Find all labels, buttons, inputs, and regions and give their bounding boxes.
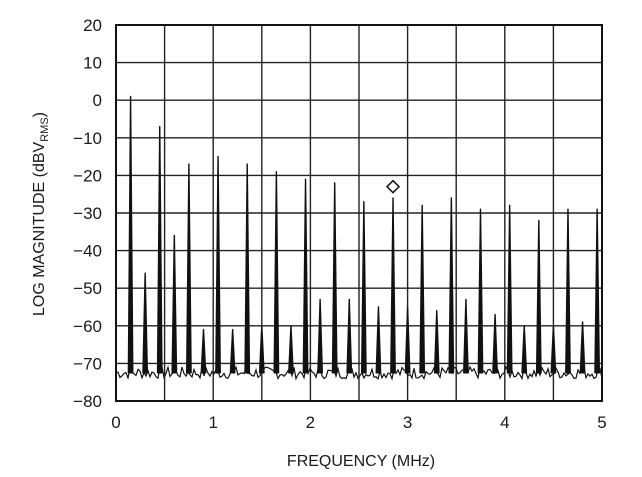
spectral-spike [200, 328, 207, 374]
spectral-spike [448, 197, 455, 374]
y-axis-title: LOG MAGNITUDE (dBVRMS) [31, 112, 51, 316]
spectral-spike [258, 325, 265, 374]
spectral-spike [142, 272, 149, 374]
spectral-spike [419, 204, 426, 374]
spectral-spike [156, 125, 163, 374]
y-axis-title-subscript: RMS [39, 117, 51, 141]
spectral-spike [302, 178, 309, 374]
spectral-spike [404, 306, 411, 374]
x-tick-label: 5 [597, 413, 606, 432]
spectral-spike [288, 325, 294, 374]
spectral-spike [127, 95, 134, 374]
y-tick-label: −60 [73, 317, 102, 336]
spectral-spike [360, 201, 367, 374]
x-tick-label: 4 [500, 413, 509, 432]
x-tick-labels: 0 1 2 3 4 5 [111, 413, 606, 432]
y-tick-label: 10 [83, 54, 102, 73]
spectral-spike [229, 328, 236, 374]
spectral-spike [521, 325, 528, 374]
y-tick-label: −50 [73, 279, 102, 298]
spectral-spikes [127, 95, 601, 374]
x-tick-label: 1 [208, 413, 217, 432]
y-tick-label: 0 [93, 91, 102, 110]
spectral-spike [433, 310, 440, 374]
spectral-spike [331, 182, 338, 374]
marker-layer [385, 179, 401, 194]
spectral-spike [477, 208, 484, 374]
spectral-spike [273, 170, 280, 374]
spectral-spike [375, 306, 382, 374]
x-tick-label: 0 [111, 413, 120, 432]
spectral-spike [550, 325, 557, 374]
y-axis-title-main: LOG MAGNITUDE (dBV [31, 141, 48, 316]
spectral-spike [506, 204, 513, 374]
x-axis-title: FREQUENCY (MHz) [287, 453, 435, 470]
y-tick-label: −10 [73, 129, 102, 148]
spectral-spike [579, 321, 586, 374]
plot-frame [115, 24, 603, 402]
y-tick-label: −70 [73, 354, 102, 373]
noise-floor-line [115, 364, 603, 381]
spectral-spike [215, 155, 221, 374]
y-tick-labels: 20 10 0 −10 −20 −30 −40 −50 −60 −70 −80 [73, 16, 102, 411]
marker-diamond-icon [385, 179, 401, 194]
y-tick-label: −20 [73, 166, 102, 185]
y-tick-label: −40 [73, 242, 102, 261]
y-axis-title-close: ) [31, 112, 48, 117]
spectral-spike [594, 208, 601, 374]
y-tick-label: −80 [73, 392, 102, 411]
x-tick-label: 3 [403, 413, 412, 432]
spectral-spike [171, 234, 178, 374]
spectral-spike [186, 163, 192, 374]
y-tick-label: 20 [83, 16, 102, 35]
spectral-spike [535, 219, 542, 374]
spectral-spike [244, 163, 251, 374]
spectral-spike [390, 197, 396, 374]
spectral-spike [346, 298, 353, 374]
x-tick-label: 2 [306, 413, 315, 432]
spectral-spike [463, 298, 469, 374]
spectral-spike [317, 298, 324, 374]
spectral-spike [492, 313, 498, 374]
y-tick-label: −30 [73, 204, 102, 223]
spectral-spike [565, 208, 571, 374]
noise-floor-trace [115, 364, 603, 381]
